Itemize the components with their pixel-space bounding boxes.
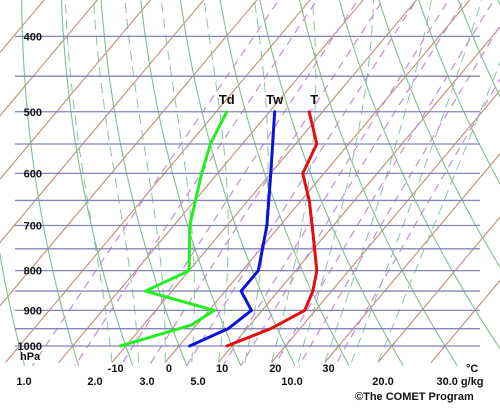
temperature-tick-label: 30 [322, 363, 334, 375]
mixing-ratio-line [120, 0, 359, 367]
dry-adiabat-line [21, 0, 80, 366]
mixing-ratio-tick-label: 20.0 [372, 376, 393, 388]
mixing-ratio-tick-label: 10.0 [281, 376, 302, 388]
pressure-tick-label: 400 [24, 31, 42, 43]
mixing-ratio-tick-label: 5.0 [190, 376, 205, 388]
moist-adiabat-line [324, 0, 432, 363]
mixing-ratio-axis: 1.0 2.0 3.0 5.0 10.0 20.0 30.0 g/kg [16, 376, 483, 388]
isotherm-line [0, 0, 205, 244]
moist-adiabat-line [64, 0, 113, 363]
pressure-tick-label: 900 [24, 305, 42, 317]
profile-tw [188, 110, 277, 348]
moist-adiabat-line [271, 0, 317, 363]
temperature-tick-label: 20 [269, 363, 281, 375]
isotherm-line [0, 0, 152, 180]
isotherm-line [430, 279, 500, 363]
dry-adiabat-line [378, 0, 500, 269]
pressure-tick-label: 500 [24, 107, 42, 119]
mixing-ratio-line [148, 0, 384, 367]
temperature-axis: -10 0 10 20 30 [108, 363, 335, 375]
moist-adiabat-line [124, 0, 166, 363]
series-label-tw: Tw [266, 92, 284, 107]
mixing-ratio-line [274, 0, 495, 366]
pressure-axis: 400 500 600 700 800 900 1000 [18, 31, 42, 353]
isobar-lines [15, 35, 480, 347]
dry-adiabat-line [457, 0, 500, 98]
moist-adiabat-line [244, 0, 269, 363]
profile-td [118, 110, 229, 348]
isotherm-line [0, 0, 98, 117]
pressure-tick-label: 1000 [18, 341, 42, 353]
pressure-unit-label: hPa [20, 351, 41, 363]
series-labels: T Tw Td [219, 92, 318, 107]
moist-adiabat-line [297, 0, 375, 363]
mixing-ratio-line [222, 0, 450, 366]
mixing-ratio-line [186, 0, 418, 367]
dry-adiabat-line [100, 0, 188, 366]
temperature-unit-label: °C [466, 363, 478, 375]
pressure-tick-label: 700 [24, 220, 42, 232]
series-label-t: T [310, 92, 318, 107]
temperature-tick-label: 0 [166, 363, 172, 375]
dry-adiabat-line [219, 0, 350, 366]
pressure-tick-label: 800 [24, 266, 42, 278]
mixing-ratio-lines [31, 0, 500, 367]
sounding-profiles [118, 110, 319, 348]
mixing-ratio-tick-label: 1.0 [16, 376, 31, 388]
mixing-ratio-tick-label: 30.0 g/kg [436, 376, 483, 388]
isotherm-line [377, 216, 500, 363]
mixing-ratio-tick-label: 2.0 [87, 376, 102, 388]
credit-text: ©The COMET Program [355, 391, 474, 403]
moist-adiabat-lines [64, 0, 500, 363]
mixing-ratio-line [31, 0, 280, 367]
profile-t [225, 110, 319, 348]
mixing-ratio-line [74, 0, 318, 367]
moist-adiabat-line [92, 0, 140, 363]
mixing-ratio-line [240, 0, 466, 366]
temperature-tick-label: -10 [108, 363, 124, 375]
mixing-ratio-line [334, 77, 500, 366]
series-label-td: Td [219, 92, 235, 107]
dry-adiabat-line [0, 251, 26, 366]
dry-adiabat-line [338, 0, 500, 350]
mixing-ratio-line [298, 24, 500, 366]
pressure-tick-label: 600 [24, 168, 42, 180]
dry-adiabat-line [140, 0, 242, 366]
mixing-ratio-tick-label: 3.0 [139, 376, 154, 388]
temperature-tick-label: 10 [216, 363, 228, 375]
dry-adiabat-line [418, 0, 500, 185]
isotherm-line [217, 26, 500, 363]
dry-adiabat-line [259, 0, 404, 366]
